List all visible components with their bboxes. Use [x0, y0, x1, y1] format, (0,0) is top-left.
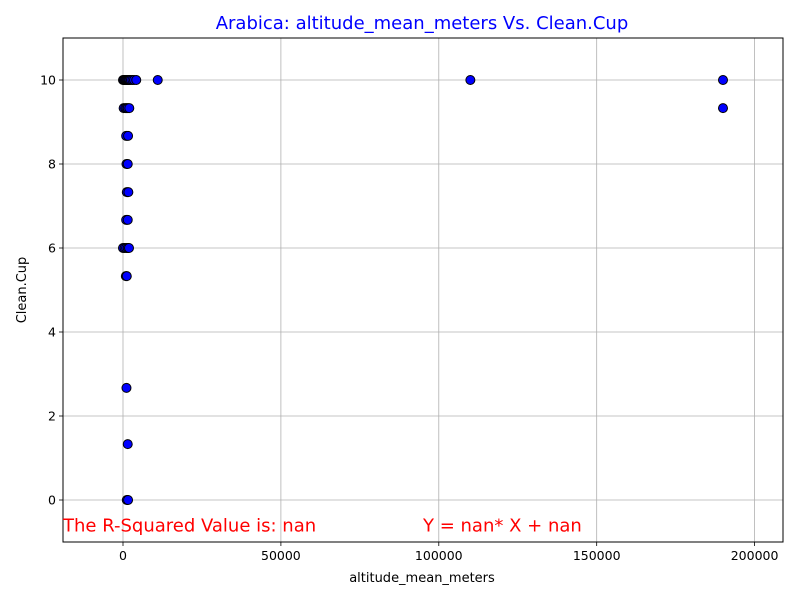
plot-frame	[62, 37, 784, 543]
data-point	[122, 439, 133, 450]
y-tick-label: 6	[48, 241, 56, 256]
data-point	[121, 271, 132, 282]
data-point	[122, 159, 133, 169]
data-points	[118, 75, 728, 505]
x-tick-label: 150000	[573, 548, 621, 563]
y-tick-label: 2	[48, 409, 56, 424]
x-tick-label: 50000	[261, 548, 301, 563]
x-tick-label: 100000	[415, 548, 463, 563]
chart-title: Arabica: altitude_mean_meters Vs. Clean.…	[216, 13, 629, 34]
y-tick-label: 8	[48, 157, 56, 172]
data-point	[124, 103, 135, 114]
regression-equation-annotation: Y = nan* X + nan	[422, 516, 582, 537]
data-point	[718, 103, 728, 114]
data-point	[718, 75, 728, 85]
axis-ticks: 0 50000 100000 150000 200000 0 2 4 6 8 10	[40, 73, 778, 564]
x-tick-label: 200000	[731, 548, 779, 563]
x-axis-label: altitude_mean_meters	[349, 571, 495, 586]
data-point	[121, 382, 132, 393]
x-tick-label: 0	[119, 548, 127, 563]
r-squared-annotation: The R-Squared Value is: nan	[62, 516, 316, 537]
grid	[63, 38, 783, 542]
y-axis-label: Clean.Cup	[15, 257, 30, 324]
data-point	[123, 495, 134, 505]
y-tick-label: 0	[48, 493, 56, 508]
y-tick-label: 10	[40, 73, 56, 88]
y-tick-label: 4	[48, 325, 56, 340]
data-point	[122, 214, 133, 225]
data-point	[465, 75, 476, 85]
data-point	[123, 130, 134, 141]
data-point	[152, 75, 163, 85]
data-point	[131, 75, 142, 85]
data-point	[123, 187, 134, 198]
data-point	[124, 243, 134, 253]
